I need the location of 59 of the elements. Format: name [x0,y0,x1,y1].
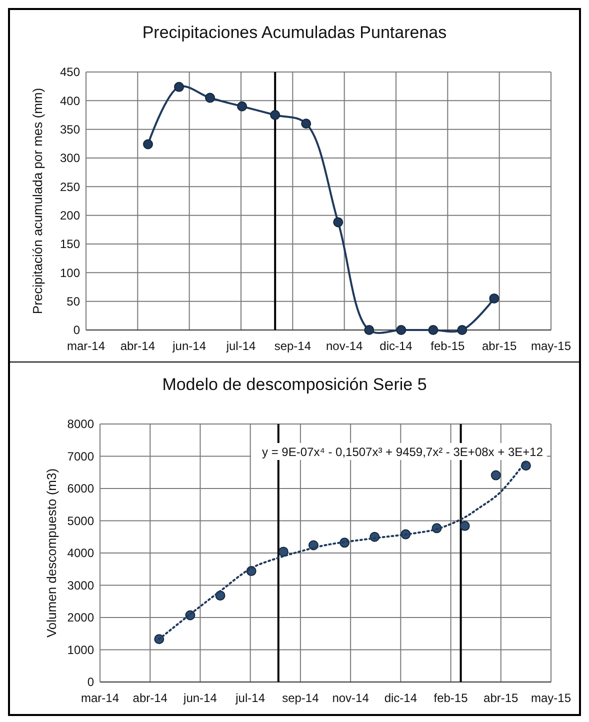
point [301,118,312,129]
x-tick-label: abr-14 [120,339,156,353]
x-tick-label: jul-14 [234,691,266,705]
point [237,101,248,112]
y-tick-label: 7000 [67,449,94,464]
annotation: y = 9E-07x⁴ - 0,1507x³ + 9459,7x² - 3E+08x + 3E+12 [262,445,544,459]
x-tick-label: may-15 [530,691,572,705]
y-tick-label: 2000 [67,610,94,625]
x-tick-label: dic-14 [380,339,413,353]
point [143,139,153,150]
x-tick-label: mar-14 [66,339,106,353]
x-tick-label: may-15 [530,339,572,353]
point [457,325,468,335]
x-tick-label: dic-14 [384,691,418,705]
y-tick-label: 8000 [67,417,94,432]
y-tick-label: 50 [66,294,80,309]
x-tick-label: mar-14 [80,691,120,705]
y-axis-title: Volumen descompuesto (m3) [44,468,59,638]
point [333,217,344,228]
point [460,520,470,531]
point [489,293,500,304]
point [270,110,280,120]
y-tick-label: 1000 [67,642,94,657]
x-tick-label: nov-14 [332,691,370,705]
x-tick-label: feb-15 [430,339,466,353]
y-tick-label: 0 [73,323,80,338]
y-tick-label: 100 [60,266,80,280]
y-tick-label: 6000 [67,482,94,496]
y-tick-label: 300 [60,151,80,166]
x-tick-label: sep-14 [282,691,320,705]
chart-title: Modelo de descomposición Serie 5 [162,375,427,394]
y-tick-label: 250 [60,180,80,194]
y-tick-label: 0 [87,675,94,690]
x-tick-label: sep-14 [274,339,312,353]
x-tick-label: nov-14 [326,339,363,353]
chart-title: Precipitaciones Acumuladas Puntarenas [142,23,447,42]
x-tick-label: feb-15 [434,691,468,705]
x-tick-label: jun-14 [182,691,218,705]
point [205,92,215,103]
y-tick-label: 150 [60,237,80,252]
y-tick-label: 350 [60,122,80,137]
y-tick-label: 200 [60,208,80,223]
point [174,82,184,92]
x-tick-label: jul-14 [225,339,256,353]
y-tick-label: 3000 [67,578,94,592]
point [490,470,501,480]
y-axis-title: Precipitación acumulada por mes (mm) [30,88,45,314]
x-tick-label: abr-15 [482,339,518,353]
y-tick-label: 450 [60,65,80,80]
point [364,325,374,335]
y-tick-label: 400 [60,94,80,108]
x-tick-label: abr-15 [484,691,519,705]
point [278,546,288,557]
point [428,325,438,335]
point [396,325,406,335]
x-tick-label: abr-14 [132,691,168,705]
x-tick-label: jun-14 [172,339,206,353]
y-tick-label: 5000 [67,514,94,528]
y-tick-label: 4000 [67,546,94,560]
